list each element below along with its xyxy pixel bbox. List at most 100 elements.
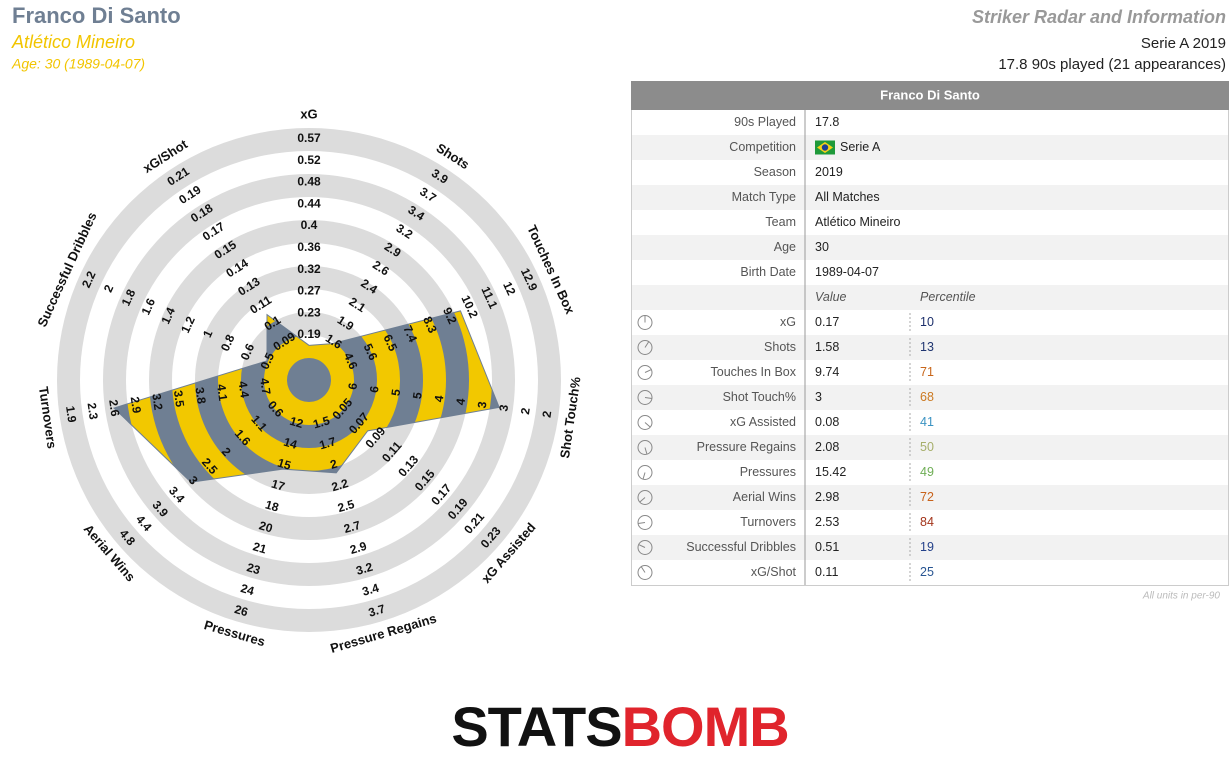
metric-percentile: 84: [920, 515, 934, 529]
row-stripe: [632, 335, 1228, 360]
info-value: Serie A: [840, 140, 881, 154]
info-label: Competition: [729, 140, 796, 154]
metric-name: Shot Touch%: [723, 390, 796, 404]
metric-value: 2.98: [815, 490, 839, 504]
row-stripe: [632, 235, 1228, 260]
tick-label: 0.5: [257, 350, 277, 371]
row-stripe: [632, 135, 1228, 160]
tick-label: 3.5: [171, 389, 187, 408]
tick-label: 20: [257, 518, 274, 535]
metric-value: 0.11: [815, 565, 838, 579]
tick-label: 2.7: [342, 518, 362, 536]
metric-icon: [637, 565, 653, 580]
logo-right: BOMB: [622, 695, 789, 758]
page-title: Striker Radar and Information: [972, 7, 1226, 27]
table-note: All units in per-90: [1142, 591, 1221, 602]
tick-label: 4.6: [341, 350, 361, 371]
tick-label: 26: [233, 602, 250, 619]
tick-label: 0.8: [218, 332, 238, 353]
tick-label: 2: [540, 410, 555, 419]
metric-name: xG Assisted: [730, 415, 796, 429]
metric-icon-needle: [644, 341, 650, 348]
row-stripe: [632, 385, 1228, 410]
metric-name: Shots: [764, 340, 796, 354]
metric-percentile: 19: [920, 540, 934, 554]
tick-label: 23: [245, 560, 262, 577]
info-value: 1989-04-07: [815, 265, 879, 279]
info-value: All Matches: [815, 190, 880, 204]
tick-label: 1.2: [178, 314, 198, 335]
logo: STATSBOMB: [451, 695, 788, 758]
info-value: 30: [815, 240, 829, 254]
team-name: Atlético Mineiro: [11, 32, 135, 52]
metric-icon-needle: [644, 422, 651, 428]
logo-left: STATS: [451, 695, 621, 758]
axis-name: Turnovers: [36, 386, 60, 450]
tick-label: 1.4: [158, 305, 178, 326]
metric-percentile: 72: [920, 490, 934, 504]
tick-label: 1.5: [311, 413, 331, 431]
tick-label: 0.27: [297, 284, 321, 298]
metric-icon: [637, 465, 653, 480]
info-label: Match Type: [732, 190, 796, 204]
info-label: Season: [754, 165, 796, 179]
tick-label: 1.7: [318, 434, 338, 452]
metric-name: Successful Dribbles: [686, 540, 796, 554]
minutes-line: 17.8 90s played (21 appearances): [998, 56, 1226, 73]
metric-icon-needle: [644, 447, 648, 455]
metric-icon-needle: [644, 369, 652, 373]
metric-icon: [637, 540, 653, 555]
axis-name: Shot Touch%: [557, 375, 584, 459]
tick-label: 4: [432, 394, 447, 403]
info-label: 90s Played: [734, 115, 796, 129]
tick-label: 3: [496, 403, 511, 412]
row-stripe: [632, 535, 1228, 560]
tick-label: 4.7: [257, 377, 273, 396]
tick-label: 9.2: [440, 305, 460, 326]
axis-name: xG: [300, 106, 317, 121]
metric-icon-needle: [639, 497, 646, 503]
metric-percentile: 41: [920, 415, 934, 429]
metric-icon-needle: [644, 397, 652, 399]
info-label: Age: [774, 240, 796, 254]
metric-name: xG/Shot: [751, 565, 797, 579]
tick-label: 3: [475, 400, 490, 409]
metric-icon: [637, 490, 653, 505]
tick-label: 12: [288, 414, 305, 431]
tick-label: 2.9: [348, 539, 368, 557]
info-table: Franco Di Santo 90s Played 17.8 Competition…: [631, 81, 1229, 586]
metric-icon: [637, 390, 653, 405]
tick-label: 2.2: [330, 476, 350, 494]
tick-label: 0.32: [297, 262, 321, 276]
metric-value: 0.08: [815, 415, 839, 429]
tick-label: 0.19: [297, 327, 321, 341]
metric-name: Turnovers: [740, 515, 796, 529]
tick-label: 14: [282, 435, 299, 452]
tick-label: 4.1: [214, 383, 230, 402]
tick-label: 3.2: [149, 393, 165, 412]
column-header: Value: [815, 290, 847, 304]
row-stripe: [632, 185, 1228, 210]
tick-label: 1.8: [119, 287, 139, 308]
metric-icon-needle: [640, 566, 646, 573]
tick-label: 0.6: [238, 341, 258, 362]
tick-label: 0.48: [297, 175, 321, 189]
tick-label: 2.9: [128, 396, 144, 415]
metric-percentile: 10: [920, 315, 934, 329]
center-disc: [287, 358, 331, 402]
metric-percentile: 25: [920, 565, 934, 579]
metric-icon: [637, 415, 653, 430]
tick-label: 3.7: [367, 601, 387, 619]
metric-name: Pressure Regains: [697, 440, 796, 454]
tick-label: 0.52: [297, 153, 321, 167]
tick-label: 2: [329, 456, 340, 471]
metric-percentile: 13: [920, 340, 934, 354]
radar-area: [112, 310, 500, 483]
row-stripe: [632, 485, 1228, 510]
tick-label: 0.57: [297, 131, 321, 145]
metric-value: 1.58: [815, 340, 839, 354]
tick-label: 2.2: [79, 269, 99, 290]
row-stripe: [632, 435, 1228, 460]
metric-value: 9.74: [815, 365, 839, 379]
tick-label: 2: [518, 406, 533, 415]
